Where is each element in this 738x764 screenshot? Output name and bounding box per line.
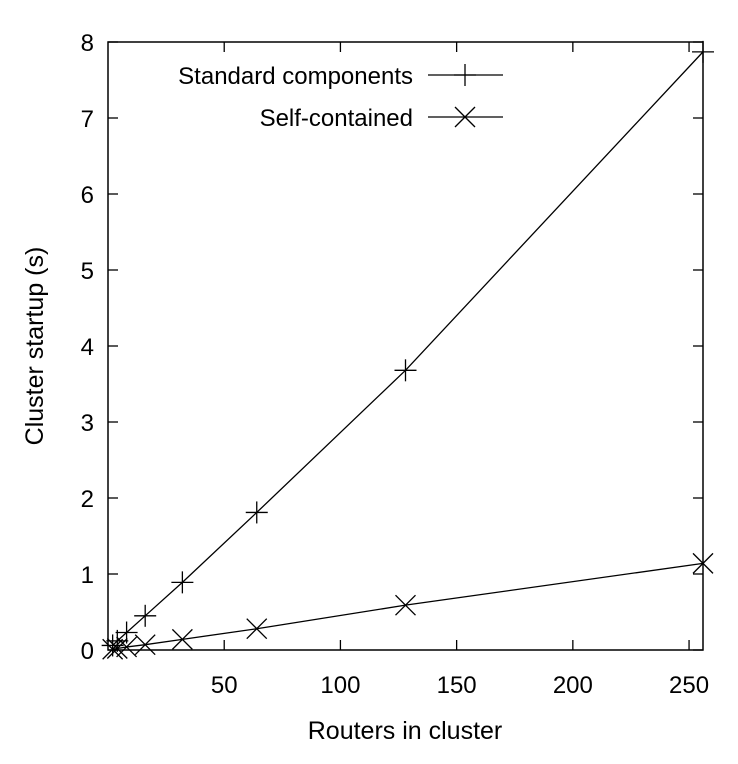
x-axis-label: Routers in cluster [308,717,503,745]
legend-label-standard-components: Standard components [178,63,413,90]
legend-marker-self-contained [454,106,476,128]
data-point-standard-components [134,604,157,627]
data-point-standard-components [692,40,714,63]
y-tick-label: 1 [81,562,94,589]
series-layer [101,40,714,660]
data-point-standard-components [394,359,417,382]
x-tick-label: 50 [211,672,238,699]
series-line-self-contained [112,562,704,650]
data-point-self-contained [102,638,124,660]
y-tick-label: 6 [81,182,94,209]
data-point-self-contained [171,628,193,650]
data-point-self-contained [134,634,156,656]
data-point-standard-components [171,571,194,594]
series-line-standard-components [112,51,704,646]
x-tick-label: 150 [437,672,477,699]
tick-labels: 50 100 150 200 250 0 1 2 3 4 5 6 7 8 [81,30,709,699]
y-tick-label: 7 [81,106,94,133]
data-point-self-contained [395,594,416,616]
x-tick-label: 250 [669,672,709,699]
legend-marker-standard-components [454,64,476,86]
plot-frame [107,41,704,651]
ticks [108,41,703,651]
y-tick-label: 5 [81,258,94,285]
data-point-self-contained [116,636,138,658]
y-axis-label: Cluster startup (s) [21,247,49,446]
x-tick-label: 100 [320,672,360,699]
legend-label-self-contained: Self-contained [260,105,413,132]
data-point-self-contained [246,618,268,640]
y-tick-label: 0 [81,638,94,665]
y-tick-label: 8 [81,30,94,57]
data-point-standard-components [245,501,268,524]
x-tick-label: 200 [553,672,593,699]
data-point-self-contained [692,552,714,574]
y-tick-label: 2 [81,486,94,513]
legend: Standard components Self-contained [178,63,503,132]
y-tick-label: 3 [81,410,94,437]
data-point-self-contained [106,638,128,659]
y-tick-label: 4 [81,334,94,361]
